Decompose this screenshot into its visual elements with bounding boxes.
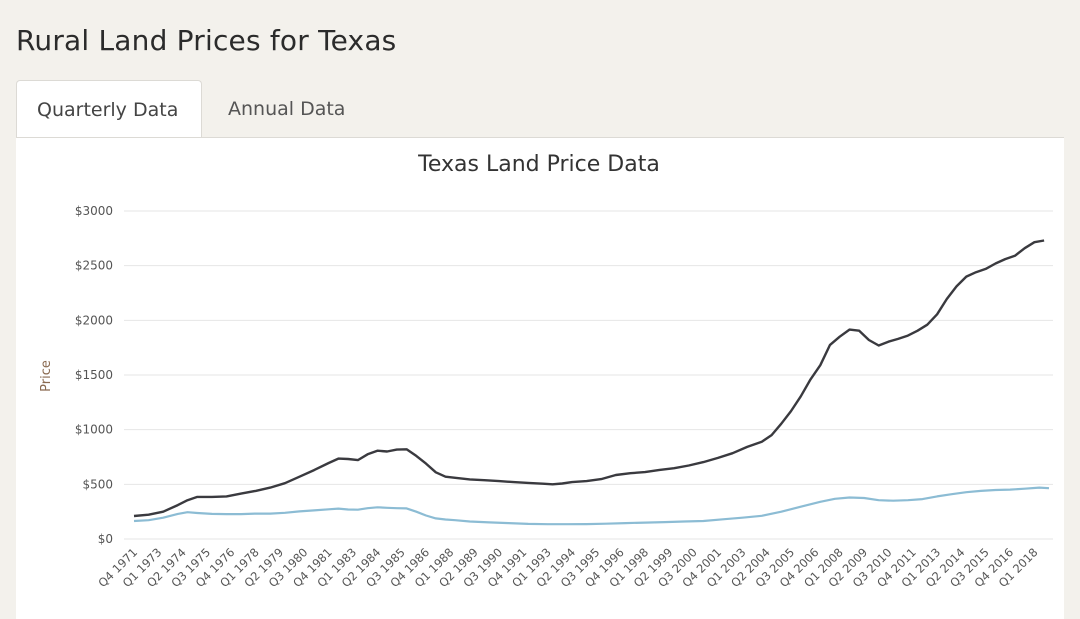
tab-annual-data[interactable]: Annual Data [228,98,346,120]
chart-title: Texas Land Price Data [417,152,660,177]
y-tick-label: $500 [82,477,113,491]
series-lines [133,239,1050,526]
series-line-nominal-price [133,239,1045,518]
tab-bar: Quarterly Data Annual Data [16,80,1064,138]
y-tick-label: $2500 [75,259,113,273]
chart-panel: Texas Land Price Data Price $0 $500 $1000 $… [16,137,1064,619]
y-tick-label: $1500 [75,368,113,382]
y-tick-label: $0 [98,532,113,546]
y-axis-ticks: $0 $500 $1000 $1500 $2000 $2500 $3000 [75,204,113,546]
y-tick-label: $2000 [75,313,113,327]
page-title: Rural Land Prices for Texas [16,24,397,57]
line-chart: Texas Land Price Data Price $0$500$1000$… [39,152,1053,590]
series-line-real-price [133,486,1050,526]
y-tick-label: $1000 [75,423,113,437]
y-axis-label: Price [39,360,54,392]
tab-quarterly-data[interactable]: Quarterly Data [16,80,202,138]
y-tick-label: $3000 [75,204,113,218]
